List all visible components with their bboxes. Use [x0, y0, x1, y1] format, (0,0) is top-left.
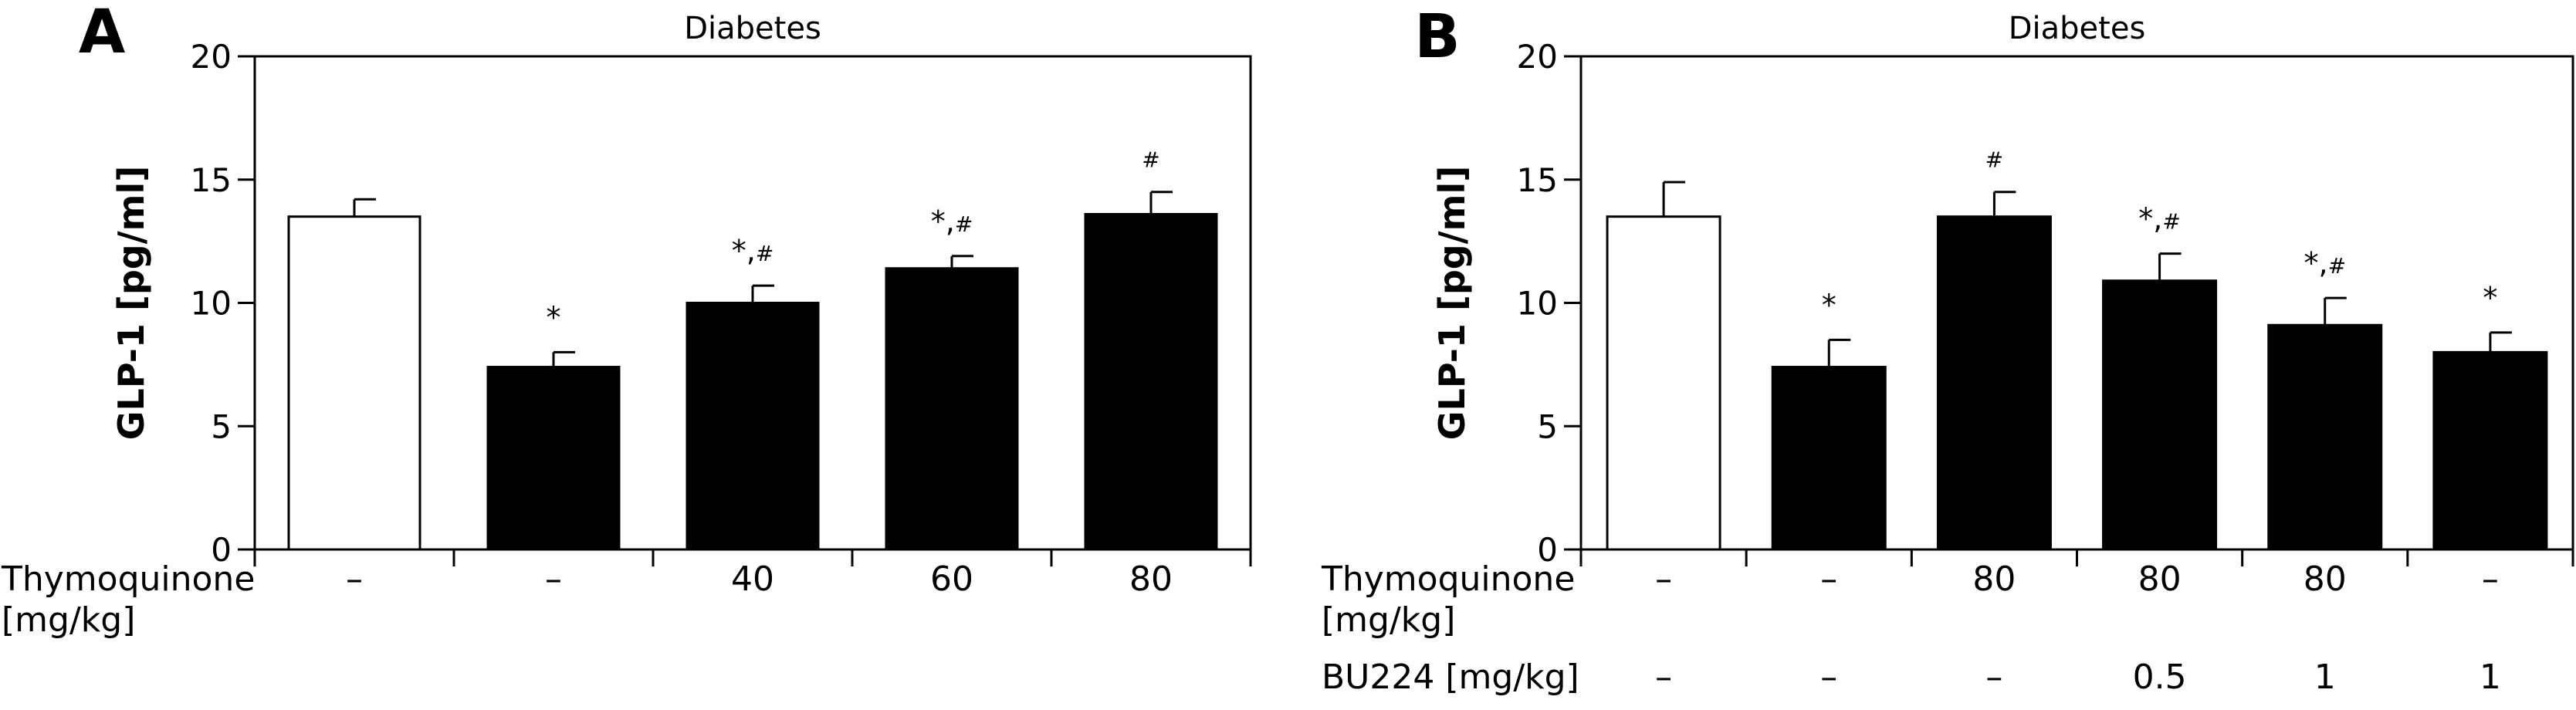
significance-mark: *,# — [931, 205, 973, 238]
y-axis-label: GLP-1 [pg/ml] — [110, 166, 152, 441]
row-cell: 60 — [930, 560, 973, 599]
y-tick-label: 15 — [191, 161, 232, 199]
row-label: Thymoquinone — [1321, 560, 1575, 599]
significance-mark: * — [1822, 288, 1836, 322]
y-tick-label: 0 — [211, 531, 232, 569]
row-cell: 1 — [2480, 658, 2501, 697]
significance-mark: # — [1985, 147, 2003, 173]
row-cell: – — [346, 560, 363, 599]
y-tick-label: 10 — [1517, 285, 1558, 323]
y-tick-label: 20 — [1517, 38, 1558, 76]
significance-mark: * — [547, 300, 561, 334]
plot-frame — [1579, 55, 2574, 551]
panel-b: B Diabetes 0 5 10 15 20 GLP-1 [pg/ml] * # *,# *,# * T… — [1321, 2, 2574, 697]
bar — [2102, 279, 2218, 551]
row-cell: – — [1655, 658, 1672, 697]
row-cell: 80 — [1972, 560, 2016, 599]
row-cell: 80 — [2304, 560, 2347, 599]
bar — [486, 366, 621, 551]
y-axis-label: GLP-1 [pg/ml] — [1431, 166, 1473, 441]
row-cell: – — [2482, 560, 2499, 599]
y-tick-label: 15 — [1517, 161, 1558, 199]
bar — [1771, 366, 1887, 551]
significance-mark: *,# — [2304, 246, 2346, 280]
chart-title: Diabetes — [2009, 11, 2146, 46]
y-tick-label: 5 — [211, 407, 232, 445]
significance-mark: *,# — [732, 234, 774, 268]
y-tick-label: 0 — [1537, 531, 1558, 569]
panel-label: A — [79, 0, 125, 67]
y-tick-label: 10 — [191, 285, 232, 323]
chart-title: Diabetes — [684, 11, 821, 46]
bar — [287, 215, 421, 551]
row-cell: – — [545, 560, 562, 599]
row-label: BU224 [mg/kg] — [1322, 658, 1579, 697]
panel-a: A Diabetes 0 5 10 15 20 GLP-1 [pg/ml] * *,# *,# # Th… — [1, 0, 1252, 640]
panel-label: B — [1414, 2, 1460, 72]
row-cell: 40 — [731, 560, 774, 599]
significance-mark: *,# — [2138, 202, 2181, 236]
row-cell: – — [1820, 560, 1837, 599]
significance-mark: * — [2483, 281, 2497, 315]
row-cell: 80 — [1129, 560, 1173, 599]
row-label: [mg/kg] — [1322, 600, 1455, 640]
bar — [2432, 350, 2548, 551]
row-cell: – — [1985, 658, 2002, 697]
row-cell: 80 — [2138, 560, 2182, 599]
row-cell: 1 — [2314, 658, 2336, 697]
row-cell: – — [1820, 658, 1837, 697]
y-tick-label: 20 — [191, 38, 232, 76]
bar — [1936, 215, 2052, 551]
row-cell: – — [1655, 560, 1672, 599]
row-label: [mg/kg] — [2, 600, 135, 640]
row-label: Thymoquinone — [1, 560, 255, 599]
row-cell: 0.5 — [2133, 658, 2187, 697]
bar — [685, 302, 820, 551]
significance-mark: # — [1142, 147, 1159, 173]
bar — [885, 267, 1019, 551]
bar — [1084, 212, 1218, 551]
y-tick-label: 5 — [1537, 407, 1558, 445]
bar — [2267, 323, 2383, 551]
bar — [1606, 215, 1721, 551]
